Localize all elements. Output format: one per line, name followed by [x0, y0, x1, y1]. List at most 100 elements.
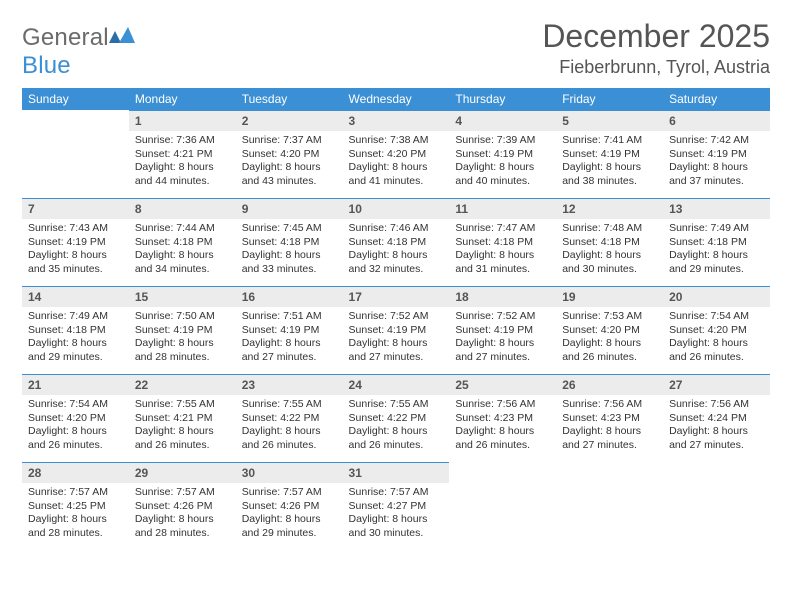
sunset-line: Sunset: 4:18 PM: [242, 236, 337, 250]
daylight-line: Daylight: 8 hours and 26 minutes.: [562, 337, 657, 364]
daylight-line: Daylight: 8 hours and 27 minutes.: [349, 337, 444, 364]
day-cell: 28Sunrise: 7:57 AMSunset: 4:25 PMDayligh…: [22, 462, 129, 550]
day-info: Sunrise: 7:49 AMSunset: 4:18 PMDaylight:…: [22, 307, 129, 371]
day-info: Sunrise: 7:42 AMSunset: 4:19 PMDaylight:…: [663, 131, 770, 195]
day-info: Sunrise: 7:55 AMSunset: 4:22 PMDaylight:…: [343, 395, 450, 459]
calendar-row: 1Sunrise: 7:36 AMSunset: 4:21 PMDaylight…: [22, 110, 770, 198]
day-info: Sunrise: 7:50 AMSunset: 4:19 PMDaylight:…: [129, 307, 236, 371]
daylight-line: Daylight: 8 hours and 26 minutes.: [455, 425, 550, 452]
sunrise-line: Sunrise: 7:37 AM: [242, 134, 337, 148]
calendar-row: 21Sunrise: 7:54 AMSunset: 4:20 PMDayligh…: [22, 374, 770, 462]
day-cell: 7Sunrise: 7:43 AMSunset: 4:19 PMDaylight…: [22, 198, 129, 286]
day-info: Sunrise: 7:43 AMSunset: 4:19 PMDaylight:…: [22, 219, 129, 283]
sunset-line: Sunset: 4:18 PM: [562, 236, 657, 250]
logo-part-1: General: [22, 24, 109, 51]
sunset-line: Sunset: 4:22 PM: [242, 412, 337, 426]
sunrise-line: Sunrise: 7:53 AM: [562, 310, 657, 324]
day-cell: 20Sunrise: 7:54 AMSunset: 4:20 PMDayligh…: [663, 286, 770, 374]
weekday-header: Monday: [129, 88, 236, 110]
sunrise-line: Sunrise: 7:51 AM: [242, 310, 337, 324]
day-cell: 6Sunrise: 7:42 AMSunset: 4:19 PMDaylight…: [663, 110, 770, 198]
weekday-header: Tuesday: [236, 88, 343, 110]
sunset-line: Sunset: 4:18 PM: [455, 236, 550, 250]
sunrise-line: Sunrise: 7:48 AM: [562, 222, 657, 236]
sunset-line: Sunset: 4:19 PM: [135, 324, 230, 338]
sunset-line: Sunset: 4:18 PM: [135, 236, 230, 250]
day-info: Sunrise: 7:54 AMSunset: 4:20 PMDaylight:…: [663, 307, 770, 371]
daylight-line: Daylight: 8 hours and 27 minutes.: [562, 425, 657, 452]
topbar: GeneralBlue December 2025 Fieberbrunn, T…: [22, 18, 770, 80]
day-info: Sunrise: 7:56 AMSunset: 4:23 PMDaylight:…: [449, 395, 556, 459]
empty-cell: [22, 110, 129, 198]
day-cell: 30Sunrise: 7:57 AMSunset: 4:26 PMDayligh…: [236, 462, 343, 550]
day-info: Sunrise: 7:41 AMSunset: 4:19 PMDaylight:…: [556, 131, 663, 195]
day-info: Sunrise: 7:56 AMSunset: 4:24 PMDaylight:…: [663, 395, 770, 459]
day-number: 13: [663, 198, 770, 219]
weekday-header: Friday: [556, 88, 663, 110]
daylight-line: Daylight: 8 hours and 40 minutes.: [455, 161, 550, 188]
daylight-line: Daylight: 8 hours and 29 minutes.: [28, 337, 123, 364]
calendar-body: 1Sunrise: 7:36 AMSunset: 4:21 PMDaylight…: [22, 110, 770, 550]
day-number: 3: [343, 110, 450, 131]
sunrise-line: Sunrise: 7:46 AM: [349, 222, 444, 236]
day-number: 30: [236, 462, 343, 483]
sunset-line: Sunset: 4:19 PM: [455, 324, 550, 338]
day-info: Sunrise: 7:37 AMSunset: 4:20 PMDaylight:…: [236, 131, 343, 195]
day-number: 10: [343, 198, 450, 219]
day-cell: 4Sunrise: 7:39 AMSunset: 4:19 PMDaylight…: [449, 110, 556, 198]
sunrise-line: Sunrise: 7:38 AM: [349, 134, 444, 148]
day-info: Sunrise: 7:47 AMSunset: 4:18 PMDaylight:…: [449, 219, 556, 283]
sunset-line: Sunset: 4:19 PM: [349, 324, 444, 338]
day-info: Sunrise: 7:57 AMSunset: 4:26 PMDaylight:…: [129, 483, 236, 547]
day-number: 25: [449, 374, 556, 395]
day-info: Sunrise: 7:57 AMSunset: 4:25 PMDaylight:…: [22, 483, 129, 547]
day-number: 21: [22, 374, 129, 395]
day-cell: 10Sunrise: 7:46 AMSunset: 4:18 PMDayligh…: [343, 198, 450, 286]
sunrise-line: Sunrise: 7:55 AM: [349, 398, 444, 412]
sunset-line: Sunset: 4:18 PM: [28, 324, 123, 338]
daylight-line: Daylight: 8 hours and 35 minutes.: [28, 249, 123, 276]
day-cell: 29Sunrise: 7:57 AMSunset: 4:26 PMDayligh…: [129, 462, 236, 550]
day-number: 29: [129, 462, 236, 483]
day-cell: 25Sunrise: 7:56 AMSunset: 4:23 PMDayligh…: [449, 374, 556, 462]
sunset-line: Sunset: 4:23 PM: [562, 412, 657, 426]
day-info: Sunrise: 7:38 AMSunset: 4:20 PMDaylight:…: [343, 131, 450, 195]
sunset-line: Sunset: 4:19 PM: [669, 148, 764, 162]
day-info: Sunrise: 7:55 AMSunset: 4:22 PMDaylight:…: [236, 395, 343, 459]
day-cell: 14Sunrise: 7:49 AMSunset: 4:18 PMDayligh…: [22, 286, 129, 374]
weekday-header: Thursday: [449, 88, 556, 110]
day-info: Sunrise: 7:57 AMSunset: 4:26 PMDaylight:…: [236, 483, 343, 547]
day-cell: 9Sunrise: 7:45 AMSunset: 4:18 PMDaylight…: [236, 198, 343, 286]
day-number: 28: [22, 462, 129, 483]
day-info: Sunrise: 7:52 AMSunset: 4:19 PMDaylight:…: [343, 307, 450, 371]
logo-triangle-icon: [109, 25, 135, 45]
sunrise-line: Sunrise: 7:56 AM: [562, 398, 657, 412]
day-cell: 2Sunrise: 7:37 AMSunset: 4:20 PMDaylight…: [236, 110, 343, 198]
day-number: 23: [236, 374, 343, 395]
sunset-line: Sunset: 4:19 PM: [242, 324, 337, 338]
day-info: Sunrise: 7:48 AMSunset: 4:18 PMDaylight:…: [556, 219, 663, 283]
daylight-line: Daylight: 8 hours and 33 minutes.: [242, 249, 337, 276]
day-cell: 18Sunrise: 7:52 AMSunset: 4:19 PMDayligh…: [449, 286, 556, 374]
weekday-header: Wednesday: [343, 88, 450, 110]
day-cell: 19Sunrise: 7:53 AMSunset: 4:20 PMDayligh…: [556, 286, 663, 374]
daylight-line: Daylight: 8 hours and 29 minutes.: [669, 249, 764, 276]
sunset-line: Sunset: 4:20 PM: [562, 324, 657, 338]
sunrise-line: Sunrise: 7:44 AM: [135, 222, 230, 236]
day-number: 8: [129, 198, 236, 219]
day-cell: 27Sunrise: 7:56 AMSunset: 4:24 PMDayligh…: [663, 374, 770, 462]
sunrise-line: Sunrise: 7:47 AM: [455, 222, 550, 236]
sunrise-line: Sunrise: 7:55 AM: [135, 398, 230, 412]
day-number: 24: [343, 374, 450, 395]
sunset-line: Sunset: 4:18 PM: [349, 236, 444, 250]
sunrise-line: Sunrise: 7:52 AM: [349, 310, 444, 324]
sunset-line: Sunset: 4:20 PM: [669, 324, 764, 338]
day-info: Sunrise: 7:54 AMSunset: 4:20 PMDaylight:…: [22, 395, 129, 459]
day-cell: 5Sunrise: 7:41 AMSunset: 4:19 PMDaylight…: [556, 110, 663, 198]
sunrise-line: Sunrise: 7:49 AM: [669, 222, 764, 236]
day-number: 27: [663, 374, 770, 395]
sunrise-line: Sunrise: 7:57 AM: [242, 486, 337, 500]
empty-cell: [449, 462, 556, 550]
day-number: 11: [449, 198, 556, 219]
daylight-line: Daylight: 8 hours and 28 minutes.: [135, 337, 230, 364]
